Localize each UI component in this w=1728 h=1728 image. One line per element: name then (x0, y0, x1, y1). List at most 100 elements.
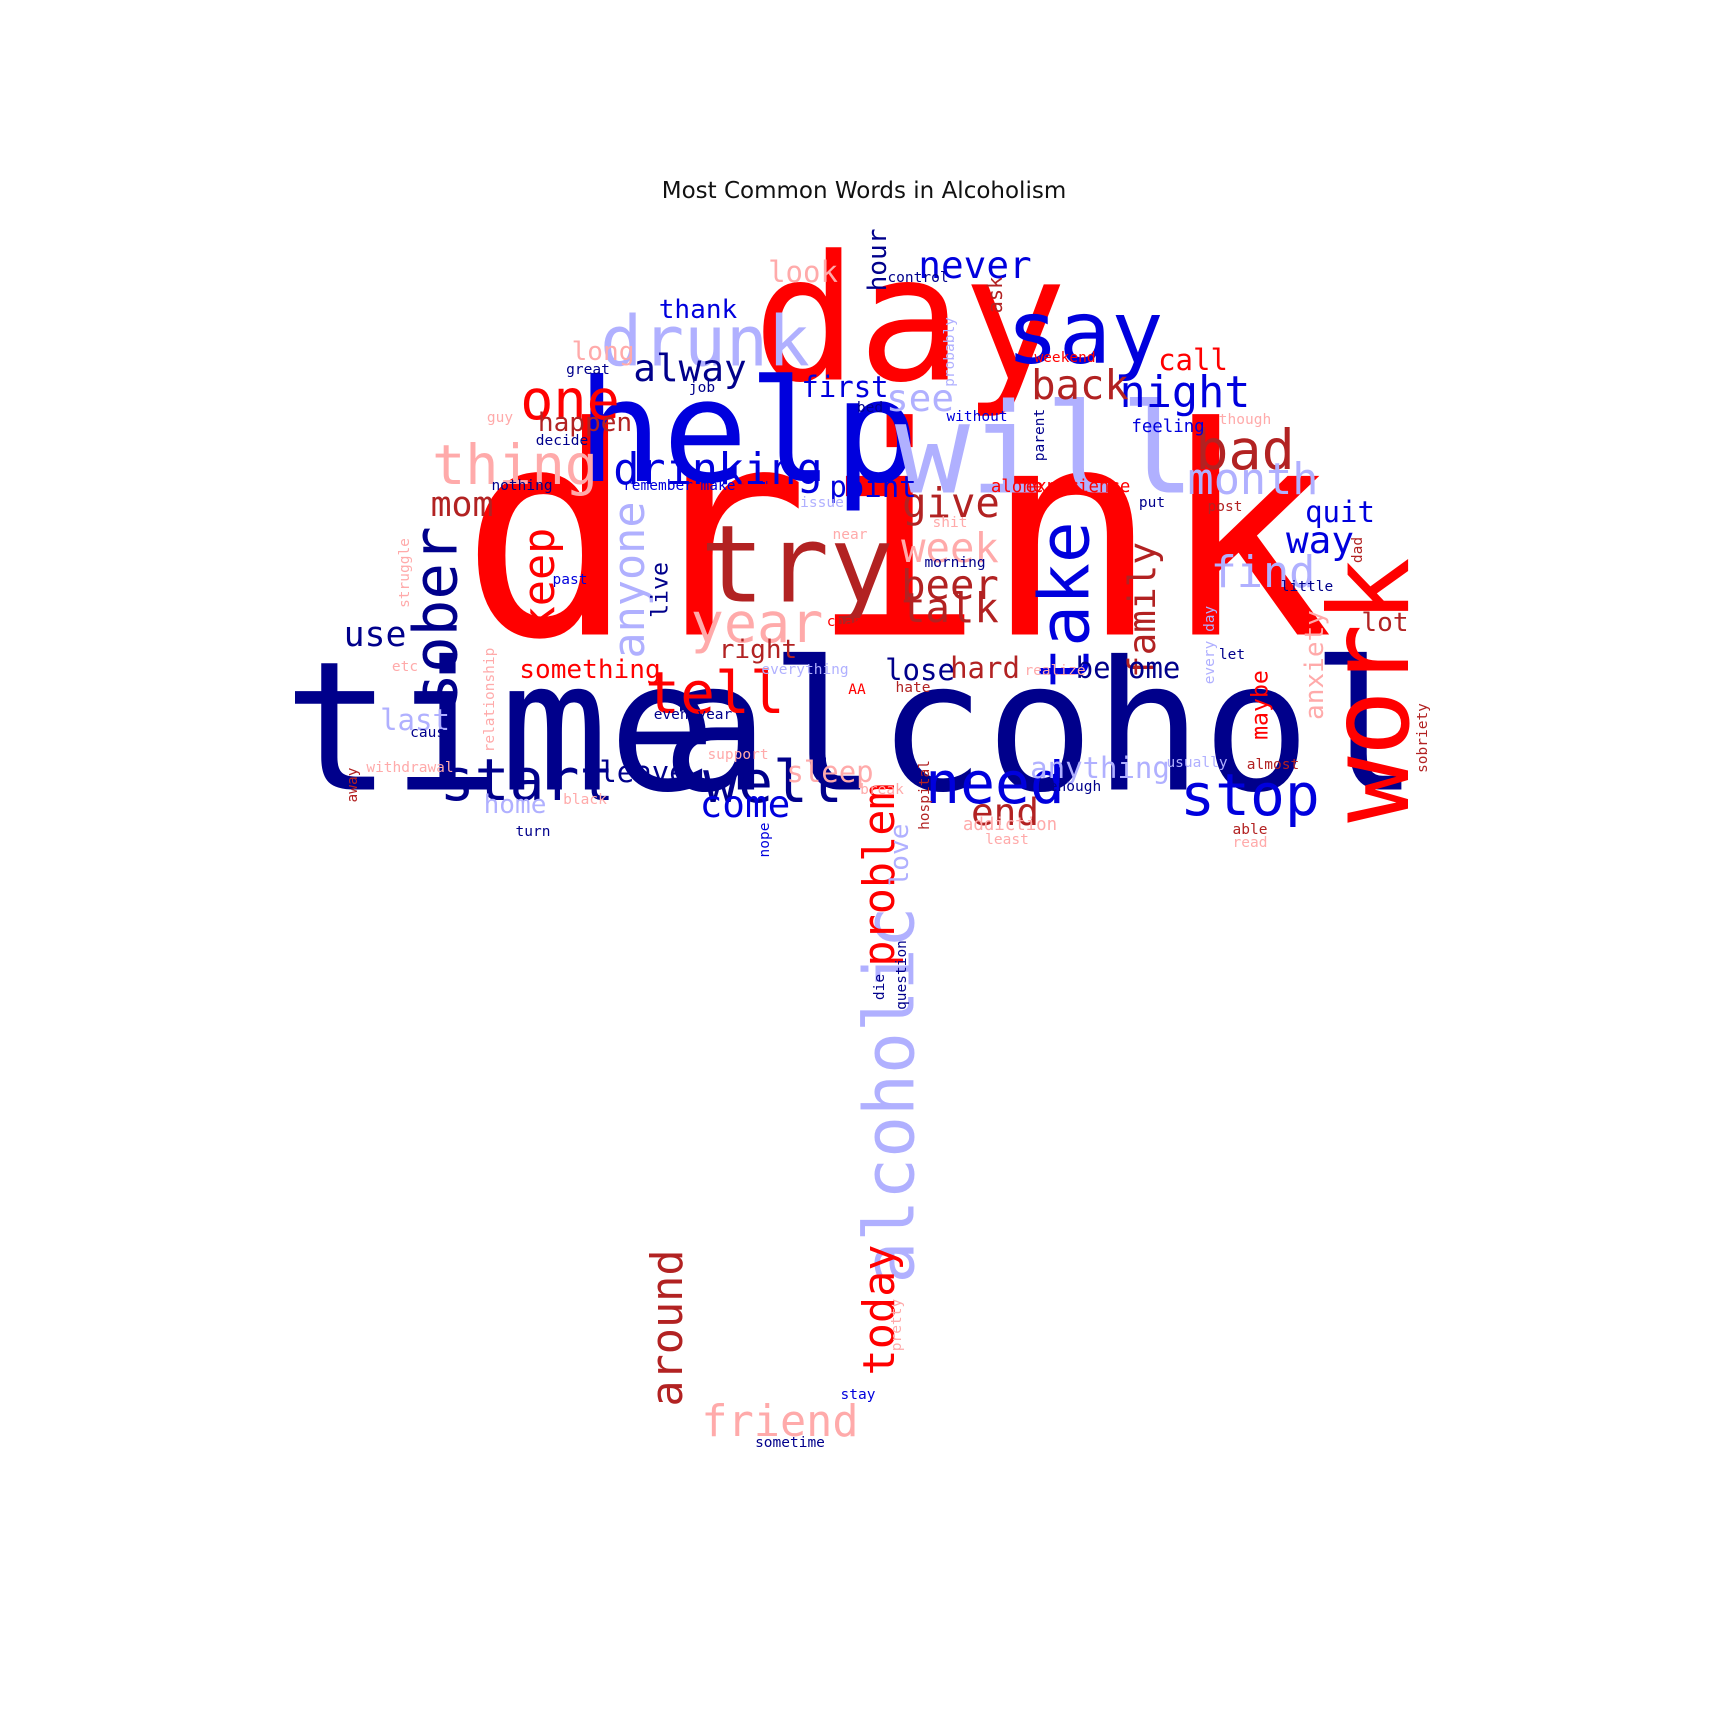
word-time: time (284, 624, 717, 833)
word-beer: beer (901, 561, 999, 609)
word-away: away (345, 767, 361, 802)
word-put: put (1139, 495, 1165, 511)
word-experience: experience (1026, 477, 1131, 497)
word-quit: quit (1305, 495, 1375, 529)
word-sometime: sometime (755, 1435, 825, 1451)
word-alone: alone (991, 477, 1043, 497)
word-everything: everything (761, 662, 848, 678)
word-keep: keep (515, 528, 565, 633)
word-try: try (700, 503, 894, 628)
word-mom: mom (431, 485, 494, 525)
word-stop: stop (1180, 761, 1320, 829)
word-able: able (1233, 822, 1268, 838)
word-night: night (1120, 368, 1251, 418)
word-maybe: maybe (1247, 670, 1274, 740)
word-lose: lose (885, 653, 955, 687)
word-friend: friend (701, 1397, 858, 1447)
word-every-day: every day (1202, 605, 1218, 684)
word-alcohol: alcohol (661, 624, 1419, 833)
word-issue: issue (800, 495, 844, 511)
word-nothing: nothing (491, 478, 552, 494)
word-anxiety: anxiety (1300, 610, 1330, 720)
word-cause: cause (410, 725, 454, 741)
word-drunk: drunk (600, 302, 810, 383)
word-even-year: even year (654, 707, 733, 723)
word-remember: remember (623, 478, 693, 494)
word-struggle: struggle (397, 538, 413, 608)
word-stay: stay (841, 1387, 876, 1403)
word-read: read (1233, 835, 1268, 851)
chart-title: Most Common Words in Alcoholism (661, 178, 1067, 204)
word-parent: parent (1032, 409, 1048, 461)
word-something: something (519, 655, 660, 685)
word-thing: thing (432, 433, 598, 497)
word-call: call (1158, 343, 1228, 377)
word-job: job (689, 380, 715, 396)
word-black: black (563, 792, 607, 808)
word-addiction: addiction (963, 815, 1057, 835)
word-break: break (860, 782, 904, 798)
word-around: around (643, 1249, 693, 1406)
word-become: become (1076, 651, 1181, 685)
word-feeling: feeling (1131, 417, 1204, 437)
word-bed: bed (857, 400, 883, 416)
word-hard: hard (950, 651, 1020, 685)
word-week: week (901, 524, 999, 572)
word-find: find (1211, 548, 1316, 598)
word-year: year (691, 591, 824, 655)
word-alcoholic: alcoholic (850, 906, 931, 1283)
word-past: past (553, 572, 588, 588)
word-change: change (827, 614, 879, 630)
word-point: point (829, 470, 916, 504)
word-alway: alway (633, 346, 746, 390)
word-day: day (753, 219, 1067, 422)
word-relationship: relationship (482, 648, 498, 753)
word-drink: drink (461, 367, 1334, 704)
word-see: see (886, 376, 954, 420)
word-last: last (380, 703, 450, 737)
word-almost: almost (1247, 757, 1299, 773)
word-way: way (1286, 518, 1354, 562)
word-take: take (1025, 521, 1106, 689)
word-well: well (703, 748, 843, 816)
word-leave: leave (599, 755, 686, 789)
word-hour: hour (863, 229, 893, 292)
word-work: work (1306, 557, 1434, 822)
word-realize: realize (1024, 663, 1085, 679)
word-shit: shit (933, 515, 968, 531)
word-back: back (1031, 361, 1129, 409)
word-hate: hate (896, 680, 931, 696)
word-deal: deal (736, 480, 771, 496)
word-anything: anything (1030, 751, 1170, 785)
word-die: die (872, 974, 888, 1000)
word-probably: probably (942, 317, 958, 387)
word-great: great (566, 362, 610, 378)
word-start: start (440, 746, 615, 814)
word-hospital: hospital (917, 760, 933, 830)
word-need: need (925, 749, 1065, 817)
word-sobriety: sobriety (1415, 703, 1431, 773)
word-tell: tell (645, 659, 785, 727)
word-talk: talk (901, 584, 999, 632)
word-little: little (1281, 579, 1333, 595)
word-withdrawal: withdrawal (366, 760, 453, 776)
word-thank: thank (659, 295, 738, 325)
word-live: live (647, 562, 674, 618)
word-family: family (1120, 542, 1164, 678)
word-problem: problem (855, 783, 905, 966)
word-home: home (484, 790, 547, 820)
word-first: first (801, 370, 888, 404)
word-look: look (768, 255, 838, 289)
word-weekend: weekend (1034, 350, 1095, 366)
word-ask: ask (983, 277, 1007, 314)
word-guy: guy (487, 410, 513, 426)
word-dad: dad (1350, 537, 1366, 563)
word-morning: morning (924, 555, 985, 571)
word-right: right (719, 635, 798, 665)
word-say: say (1006, 282, 1163, 384)
word-long: long (572, 337, 635, 367)
word-aa: AA (848, 682, 866, 698)
word-post: post (1208, 499, 1243, 515)
